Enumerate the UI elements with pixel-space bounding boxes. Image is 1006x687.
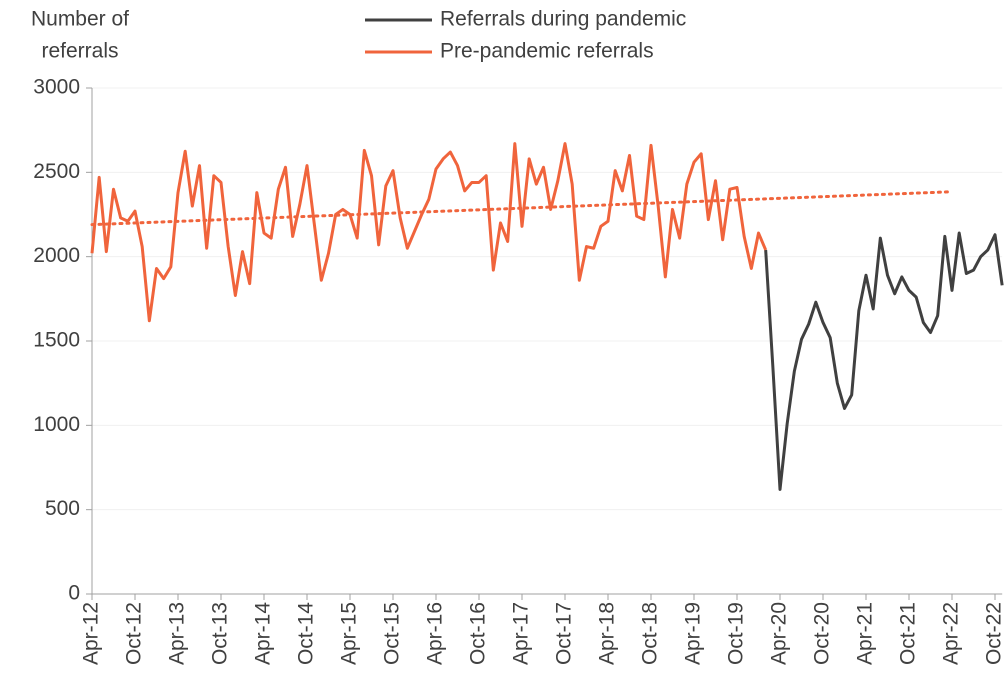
- x-tick-label: Apr-15: [338, 602, 361, 665]
- x-tick-label: Oct-18: [639, 602, 662, 665]
- series-line: [90, 142, 768, 323]
- y-axis-label: referrals: [41, 40, 118, 63]
- x-tick-label: Apr-14: [252, 602, 275, 665]
- x-tick-label: Apr-12: [80, 602, 103, 665]
- y-axis-label: Number of: [31, 8, 129, 31]
- x-tick-label: Oct-16: [467, 602, 490, 665]
- x-tick-label: Apr-21: [854, 602, 877, 665]
- y-tick-label: 2000: [33, 244, 80, 267]
- y-tick-label: 2500: [33, 160, 80, 183]
- x-tick-label: Oct-15: [381, 602, 404, 665]
- x-tick-label: Apr-17: [510, 602, 533, 665]
- y-tick-label: 0: [68, 582, 80, 605]
- x-tick-label: Oct-14: [295, 602, 318, 665]
- series-line: [764, 231, 1004, 491]
- legend-label: Referrals during pandemic: [440, 8, 686, 31]
- trendline: [90, 190, 954, 227]
- x-tick-label: Oct-13: [209, 602, 232, 665]
- x-tick-label: Oct-22: [983, 602, 1006, 665]
- y-tick-label: 500: [45, 497, 80, 520]
- x-tick-label: Oct-12: [123, 602, 146, 665]
- x-tick-label: Oct-20: [811, 602, 834, 665]
- y-tick-label: 1000: [33, 413, 80, 436]
- y-tick-label: 3000: [33, 76, 80, 99]
- x-tick-label: Apr-18: [596, 602, 619, 665]
- x-tick-label: Oct-21: [897, 602, 920, 665]
- x-tick-label: Apr-22: [940, 602, 963, 665]
- x-tick-label: Apr-13: [166, 602, 189, 665]
- x-tick-label: Oct-19: [725, 602, 748, 665]
- x-tick-label: Oct-17: [553, 602, 576, 665]
- x-tick-label: Apr-19: [682, 602, 705, 665]
- x-tick-label: Apr-16: [424, 602, 447, 665]
- x-tick-label: Apr-20: [768, 602, 791, 665]
- legend-label: Pre-pandemic referrals: [440, 40, 654, 63]
- y-tick-label: 1500: [33, 329, 80, 352]
